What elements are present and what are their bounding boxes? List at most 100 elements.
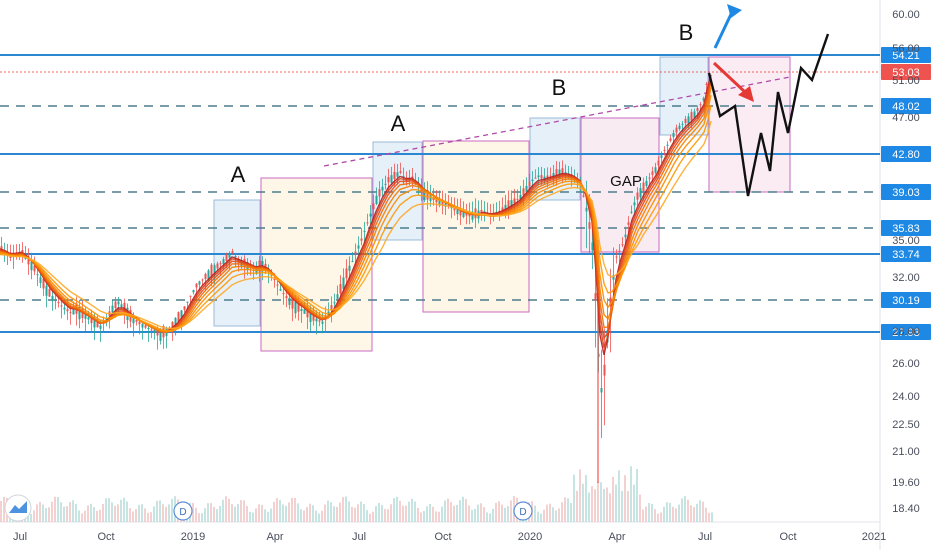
candle-body — [87, 317, 90, 320]
candle-body — [372, 203, 375, 210]
pattern-annotation-label: A — [391, 111, 406, 136]
candle-body — [675, 127, 678, 133]
volume-bar — [222, 499, 224, 522]
candle-body — [78, 307, 81, 320]
volume-bar — [135, 509, 137, 522]
volume-bar — [216, 509, 218, 522]
x-tick-label: Oct — [434, 531, 451, 543]
candle-body — [648, 177, 651, 179]
volume-bar — [474, 508, 476, 522]
candle-body — [378, 189, 381, 197]
price-level-label-bg — [881, 220, 931, 236]
volume-bar — [453, 505, 455, 522]
y-tick-label: 18.40 — [892, 503, 920, 515]
candle-body — [516, 198, 519, 200]
volume-bar — [126, 501, 128, 522]
volume-bar — [405, 505, 407, 522]
volume-bar — [693, 506, 695, 522]
x-tick-label: Jul — [352, 531, 366, 543]
tradingview-logo[interactable] — [4, 494, 32, 522]
volume-bar — [273, 501, 275, 522]
volume-bar — [225, 496, 227, 522]
candle-body — [561, 168, 564, 175]
volume-bar — [108, 498, 110, 522]
candle-body — [672, 132, 675, 138]
volume-bar — [90, 503, 92, 522]
volume-bar — [573, 474, 575, 522]
volume-bar — [627, 491, 629, 522]
candle-body — [396, 172, 399, 177]
candle-body — [216, 263, 219, 269]
candle-body — [84, 314, 87, 319]
volume-bar — [354, 507, 356, 522]
volume-bar — [477, 504, 479, 522]
candle-body — [537, 175, 540, 178]
candle-body — [357, 245, 360, 249]
price-level-label: 35.83 — [892, 223, 920, 235]
volume-bar — [417, 507, 419, 522]
volume-bar — [102, 503, 104, 522]
candle-body — [144, 325, 147, 328]
volume-bar — [585, 475, 587, 522]
price-level-label-bg — [881, 292, 931, 308]
candle-body — [513, 198, 516, 204]
candle-body — [72, 308, 75, 315]
volume-bar — [570, 503, 572, 522]
price-level-label-bg — [881, 324, 931, 340]
volume-bar — [624, 475, 626, 522]
volume-bar — [324, 504, 326, 522]
volume-bar — [705, 507, 707, 522]
candle-body — [552, 173, 555, 179]
candle-body — [282, 292, 285, 294]
volume-bar — [600, 482, 602, 522]
price-level-label: 54.21 — [892, 50, 920, 62]
volume-bar — [687, 499, 689, 522]
y-tick-label: 32.00 — [892, 272, 920, 284]
candle-body — [171, 322, 174, 328]
volume-bar — [468, 505, 470, 522]
candle-body — [327, 311, 330, 318]
volume-bar — [312, 505, 314, 522]
dividend-marker-label: D — [519, 507, 526, 518]
volume-bar — [483, 507, 485, 522]
pattern-annotation-label: B — [679, 20, 694, 45]
volume-bar — [207, 503, 209, 522]
candle-body — [93, 319, 96, 328]
volume-bar — [129, 508, 131, 522]
candle-body — [51, 296, 54, 300]
candle-body — [369, 213, 372, 217]
candle-body — [663, 149, 666, 151]
volume-bar — [237, 503, 239, 522]
candle-body — [678, 125, 681, 129]
volume-bar — [198, 513, 200, 522]
volume-bar — [471, 509, 473, 522]
volume-bar — [675, 508, 677, 522]
volume-bar — [387, 509, 389, 522]
volume-bar — [96, 510, 98, 522]
volume-bar — [588, 492, 590, 522]
candle-body — [30, 261, 33, 271]
volume-bar — [396, 496, 398, 522]
volume-bar — [168, 504, 170, 522]
candle-body — [276, 284, 279, 286]
candle-body — [687, 116, 690, 124]
candle-body — [555, 169, 558, 178]
volume-bar — [630, 466, 632, 522]
candle-body — [120, 304, 123, 308]
volume-bar — [408, 501, 410, 522]
volume-bar — [564, 497, 566, 522]
candle-body — [399, 171, 402, 173]
dividend-marker — [513, 501, 533, 521]
candle-body — [666, 144, 669, 146]
volume-bar — [42, 504, 44, 522]
candle-body — [405, 179, 408, 181]
volume-bar — [99, 509, 101, 522]
ma-ribbon — [0, 74, 712, 355]
volume-bar — [279, 499, 281, 522]
volume-bar — [330, 502, 332, 522]
dividend-marker — [173, 501, 193, 521]
volume-bar — [549, 503, 551, 522]
candle-body — [150, 329, 153, 331]
volume-bar — [462, 496, 464, 522]
volume-bar — [465, 499, 467, 522]
